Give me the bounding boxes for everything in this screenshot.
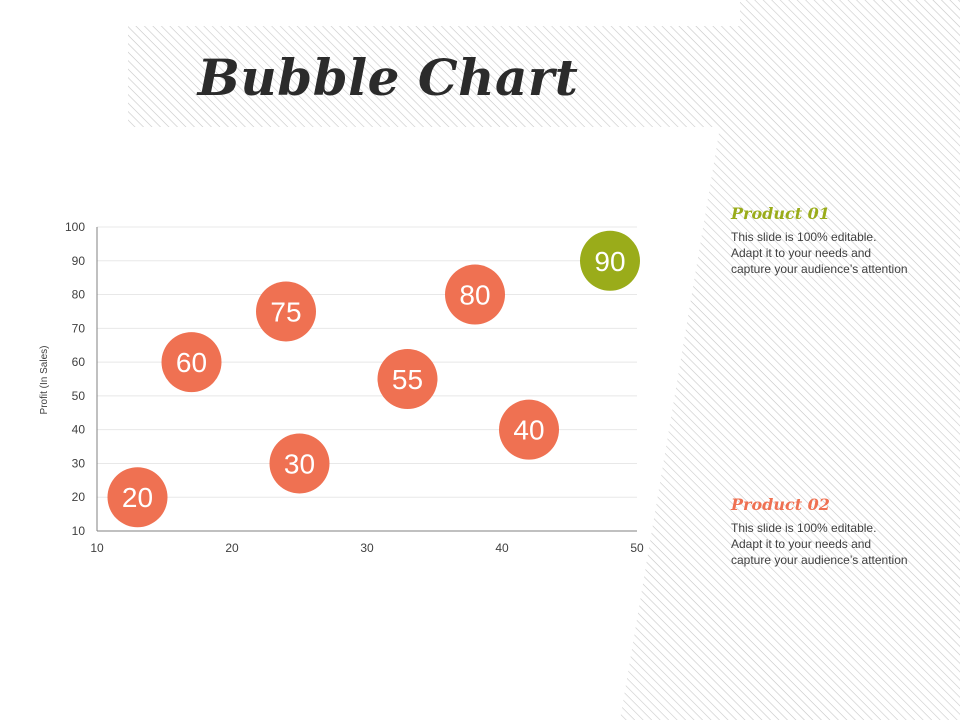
y-tick-label: 20 bbox=[72, 490, 86, 504]
bubble-label: 75 bbox=[270, 296, 301, 327]
right-panel-background bbox=[620, 0, 960, 720]
product-01-heading: Product 01 bbox=[731, 204, 830, 223]
y-tick-label: 80 bbox=[72, 288, 86, 302]
bubble bbox=[256, 281, 316, 342]
y-tick-label: 90 bbox=[72, 254, 86, 268]
page-title: Bubble Chart bbox=[197, 48, 579, 107]
product-02-line-3: capture your audience’s attention bbox=[731, 553, 908, 567]
bubble-label: 60 bbox=[176, 347, 207, 378]
product-02-line-1: This slide is 100% editable. bbox=[731, 521, 877, 535]
product-02-heading: Product 02 bbox=[731, 495, 830, 514]
x-tick-label: 50 bbox=[630, 541, 644, 555]
product-02-panel: Product 02 This slide is 100% editable. … bbox=[731, 495, 946, 568]
bubble bbox=[269, 433, 330, 494]
bubble bbox=[580, 230, 640, 291]
product-02-line-2: Adapt it to your needs and bbox=[731, 537, 872, 551]
product-01-panel: Product 01 This slide is 100% editable. … bbox=[731, 204, 946, 277]
bubble-label: 40 bbox=[513, 415, 544, 446]
x-tick-label: 40 bbox=[495, 541, 509, 555]
bubble bbox=[499, 399, 559, 460]
y-tick-label: 100 bbox=[65, 220, 85, 234]
bubble-label: 80 bbox=[459, 280, 490, 311]
x-tick-label: 30 bbox=[360, 541, 374, 555]
bubble-label: 55 bbox=[392, 364, 423, 395]
bubble bbox=[377, 349, 438, 409]
y-axis-label: Profit (In Sales) bbox=[39, 346, 50, 415]
tick-labels: 10 20 30 40 50 60 70 80 90 100 10 20 30 40 50 bbox=[65, 220, 644, 555]
bubble-label: 90 bbox=[594, 246, 625, 277]
bubble bbox=[445, 264, 505, 325]
y-tick-label: 10 bbox=[72, 524, 86, 538]
product-01-line-1: This slide is 100% editable. bbox=[731, 230, 877, 244]
y-tick-label: 30 bbox=[72, 456, 86, 470]
x-tick-label: 20 bbox=[225, 541, 239, 555]
bubble bbox=[161, 332, 222, 393]
product-01-line-2: Adapt it to your needs and bbox=[731, 246, 872, 260]
title-band bbox=[128, 26, 740, 127]
bubble-label: 30 bbox=[284, 448, 315, 479]
bubble bbox=[107, 467, 168, 528]
x-tick-label: 10 bbox=[90, 541, 104, 555]
y-tick-label: 40 bbox=[72, 423, 86, 437]
y-tick-label: 60 bbox=[72, 355, 86, 369]
y-tick-label: 70 bbox=[72, 321, 86, 335]
bubbles: 20 60 75 30 55 80 40 90 bbox=[107, 230, 640, 528]
bubble-label: 20 bbox=[122, 482, 153, 513]
y-tick-label: 50 bbox=[72, 389, 86, 403]
axes bbox=[96, 227, 637, 532]
product-01-line-3: capture your audience’s attention bbox=[731, 262, 908, 276]
